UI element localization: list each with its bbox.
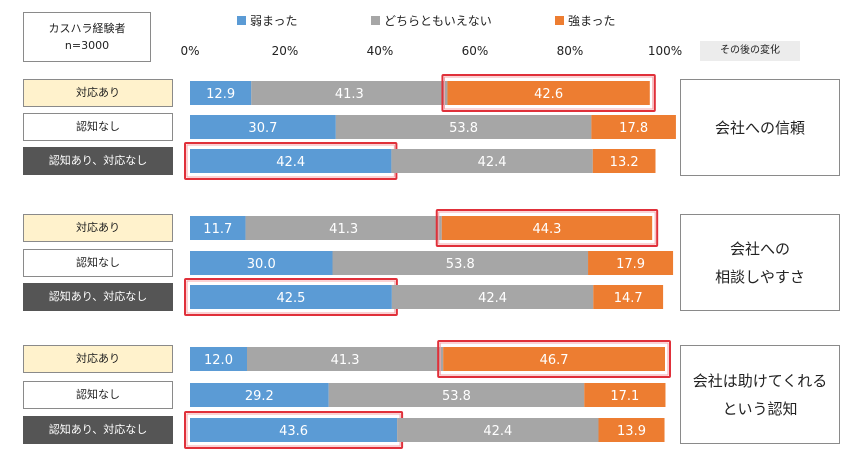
data-label-neutral: 41.3 bbox=[329, 222, 358, 237]
data-label-weakened: 42.4 bbox=[276, 155, 305, 170]
bar-segment-weakened bbox=[190, 149, 392, 173]
row-label-responded: 対応あり bbox=[23, 345, 173, 373]
bar-segment-neutral bbox=[332, 251, 589, 275]
data-label-neutral: 41.3 bbox=[331, 353, 360, 368]
data-label-strengthened: 44.3 bbox=[532, 222, 561, 237]
data-label-weakened: 30.7 bbox=[248, 121, 277, 136]
x-tick-label: 60% bbox=[461, 44, 489, 58]
sample-size: n=3000 bbox=[64, 39, 110, 52]
legend-item-neutral: どちらともいえない bbox=[371, 12, 492, 30]
bar-segment-strengthened bbox=[584, 383, 666, 407]
legend-item-strengthened: 強まった bbox=[555, 12, 616, 30]
data-label-neutral: 42.4 bbox=[483, 424, 512, 439]
data-label-neutral: 53.8 bbox=[449, 121, 478, 136]
highlight-frame-inner bbox=[439, 342, 669, 376]
bar-segment-weakened bbox=[190, 81, 252, 105]
data-label-strengthened: 13.9 bbox=[617, 424, 646, 439]
bar-segment-weakened bbox=[190, 251, 333, 275]
x-tick-label: 40% bbox=[366, 44, 394, 58]
legend-item-weakened: 弱まった bbox=[237, 12, 298, 30]
highlight-frame bbox=[435, 209, 659, 247]
highlight-frame bbox=[437, 340, 671, 378]
data-label-neutral: 42.4 bbox=[478, 291, 507, 306]
bar-segment-weakened bbox=[190, 347, 247, 371]
data-label-weakened: 12.9 bbox=[206, 87, 235, 102]
bar-segment-strengthened bbox=[592, 149, 656, 173]
x-tick-label: 100% bbox=[647, 44, 683, 58]
bar-segment-neutral bbox=[247, 347, 444, 371]
bar-segment-weakened bbox=[190, 115, 336, 139]
bar-segment-weakened bbox=[190, 285, 392, 309]
bar-segment-weakened bbox=[190, 383, 329, 407]
data-label-strengthened: 17.9 bbox=[616, 257, 645, 272]
bar-segment-strengthened bbox=[591, 115, 676, 139]
bar-segment-strengthened bbox=[441, 216, 653, 240]
bar-segment-strengthened bbox=[593, 285, 664, 309]
row-label-unaware: 認知なし bbox=[23, 249, 173, 277]
group-title-ease-of-consultation: 会社への 相談しやすさ bbox=[680, 214, 840, 311]
data-label-neutral: 42.4 bbox=[478, 155, 507, 170]
data-label-strengthened: 46.7 bbox=[540, 353, 569, 368]
group-title-trust: 会社への信頼 bbox=[680, 79, 840, 176]
bar-segment-neutral bbox=[335, 115, 592, 139]
sample-info-box: カスハラ経験者 n=3000 bbox=[23, 12, 151, 62]
data-label-strengthened: 13.2 bbox=[610, 155, 639, 170]
x-tick-label: 0% bbox=[180, 44, 200, 58]
highlight-frame bbox=[441, 74, 656, 112]
legend-label-weakened: 弱まった bbox=[250, 14, 298, 28]
bar-segment-neutral bbox=[328, 383, 585, 407]
bar-segment-weakened bbox=[190, 216, 246, 240]
x-tick-label: 80% bbox=[556, 44, 584, 58]
data-label-weakened: 11.7 bbox=[203, 222, 232, 237]
highlight-frame-inner bbox=[443, 76, 654, 110]
data-label-strengthened: 14.7 bbox=[614, 291, 643, 306]
bar-segment-neutral bbox=[245, 216, 442, 240]
legend-swatch-neutral bbox=[371, 16, 380, 25]
data-label-neutral: 53.8 bbox=[446, 257, 475, 272]
legend-swatch-strengthened bbox=[555, 16, 564, 25]
data-label-strengthened: 17.1 bbox=[610, 389, 639, 404]
row-label-aware-no-response: 認知あり、対応なし bbox=[23, 283, 173, 311]
data-label-weakened: 29.2 bbox=[245, 389, 274, 404]
row-label-aware-no-response: 認知あり、対応なし bbox=[23, 147, 173, 175]
bar-segment-strengthened bbox=[588, 251, 674, 275]
bar-segment-strengthened bbox=[598, 418, 665, 442]
bar-segment-neutral bbox=[251, 81, 448, 105]
data-label-weakened: 12.0 bbox=[204, 353, 233, 368]
data-label-strengthened: 42.6 bbox=[534, 87, 563, 102]
row-label-responded: 対応あり bbox=[23, 79, 173, 107]
row-label-aware-no-response: 認知あり、対応なし bbox=[23, 416, 173, 444]
bar-segment-strengthened bbox=[443, 347, 665, 371]
data-label-weakened: 43.6 bbox=[279, 424, 308, 439]
group-title-perceived-support: 会社は助けてくれる という認知 bbox=[680, 345, 840, 444]
bar-segment-strengthened bbox=[447, 81, 650, 105]
data-label-strengthened: 17.8 bbox=[619, 121, 648, 136]
change-header-label: その後の変化 bbox=[700, 41, 800, 61]
data-label-weakened: 42.5 bbox=[276, 291, 305, 306]
data-label-neutral: 53.8 bbox=[442, 389, 471, 404]
bar-segment-neutral bbox=[391, 285, 594, 309]
bar-segment-weakened bbox=[190, 418, 398, 442]
row-label-responded: 対応あり bbox=[23, 214, 173, 242]
legend-swatch-weakened bbox=[237, 16, 246, 25]
x-tick-label: 20% bbox=[271, 44, 299, 58]
bar-segment-neutral bbox=[391, 149, 593, 173]
row-label-unaware: 認知なし bbox=[23, 381, 173, 409]
sample-title: カスハラ経験者 bbox=[48, 22, 126, 35]
legend-label-neutral: どちらともいえない bbox=[384, 14, 492, 28]
legend-label-strengthened: 強まった bbox=[568, 14, 616, 28]
row-label-unaware: 認知なし bbox=[23, 113, 173, 141]
highlight-frame-inner bbox=[438, 211, 656, 245]
data-label-weakened: 30.0 bbox=[247, 257, 276, 272]
bar-segment-neutral bbox=[397, 418, 599, 442]
data-label-neutral: 41.3 bbox=[335, 87, 364, 102]
